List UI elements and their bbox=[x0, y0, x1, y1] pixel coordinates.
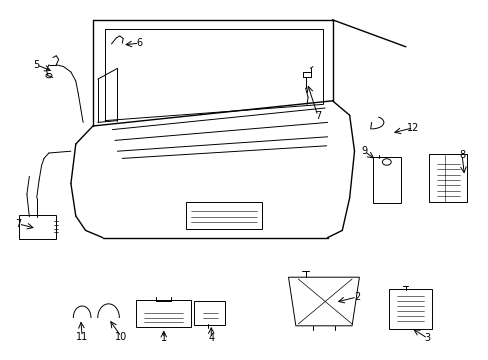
Text: 9: 9 bbox=[361, 146, 366, 156]
FancyBboxPatch shape bbox=[185, 202, 261, 229]
Text: 1: 1 bbox=[161, 333, 166, 343]
FancyBboxPatch shape bbox=[194, 301, 225, 325]
Text: 11: 11 bbox=[76, 332, 88, 342]
FancyBboxPatch shape bbox=[372, 157, 400, 203]
Text: 5: 5 bbox=[34, 60, 40, 70]
FancyBboxPatch shape bbox=[19, 215, 56, 239]
Text: 8: 8 bbox=[458, 150, 464, 160]
FancyBboxPatch shape bbox=[428, 154, 466, 202]
Text: 10: 10 bbox=[115, 332, 127, 342]
Text: 6: 6 bbox=[136, 38, 142, 48]
Text: 7: 7 bbox=[314, 111, 320, 121]
Text: 3: 3 bbox=[424, 333, 430, 343]
Text: 12: 12 bbox=[406, 123, 419, 133]
Text: 2: 2 bbox=[353, 292, 359, 302]
Text: 4: 4 bbox=[208, 333, 214, 343]
FancyBboxPatch shape bbox=[388, 289, 431, 329]
Text: 7: 7 bbox=[16, 219, 21, 229]
FancyBboxPatch shape bbox=[136, 300, 190, 327]
